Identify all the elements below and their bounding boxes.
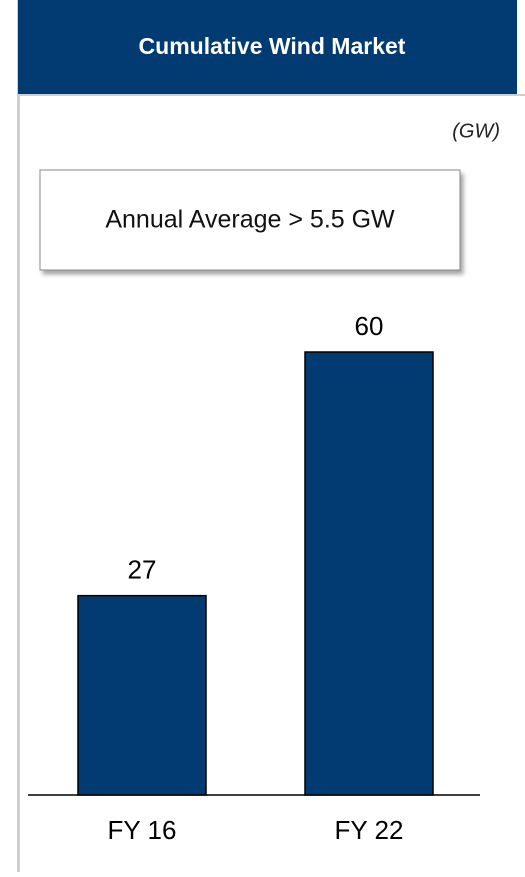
chart-title: Cumulative Wind Market bbox=[139, 33, 406, 59]
bar bbox=[304, 351, 434, 796]
annotation-box bbox=[39, 169, 461, 271]
annotation: Annual Average > 5.5 GW bbox=[105, 206, 395, 234]
data-label: 60 bbox=[355, 311, 384, 341]
unit-label: (GW) bbox=[452, 120, 500, 142]
bar bbox=[77, 594, 207, 796]
x-tick-label: FY 16 bbox=[108, 815, 177, 845]
header bbox=[18, 0, 517, 94]
x-tick-label: FY 22 bbox=[335, 815, 404, 845]
data-label: 27 bbox=[128, 555, 157, 585]
